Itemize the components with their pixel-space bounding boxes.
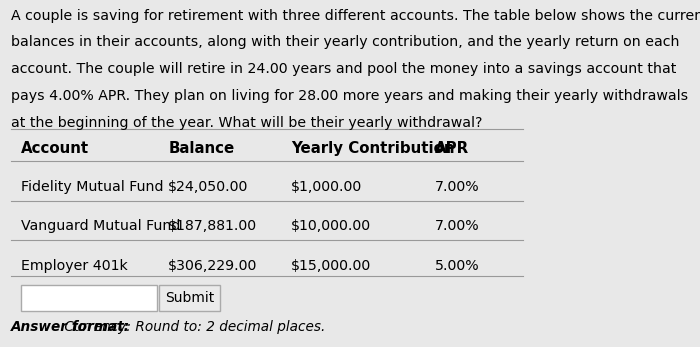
Text: pays 4.00% APR. They plan on living for 28.00 more years and making their yearly: pays 4.00% APR. They plan on living for …	[10, 89, 688, 103]
Text: Employer 401k: Employer 401k	[22, 259, 128, 272]
Text: $24,050.00: $24,050.00	[168, 180, 248, 194]
Text: Balance: Balance	[168, 141, 234, 155]
Text: $15,000.00: $15,000.00	[291, 259, 371, 272]
FancyBboxPatch shape	[159, 285, 220, 311]
Text: at the beginning of the year. What will be their yearly withdrawal?: at the beginning of the year. What will …	[10, 116, 482, 129]
Text: account. The couple will retire in 24.00 years and pool the money into a savings: account. The couple will retire in 24.00…	[10, 62, 676, 76]
Text: $1,000.00: $1,000.00	[291, 180, 362, 194]
Text: Currency: Round to: 2 decimal places.: Currency: Round to: 2 decimal places.	[60, 320, 326, 334]
Text: APR: APR	[435, 141, 469, 155]
Text: Vanguard Mutual Fund: Vanguard Mutual Fund	[22, 219, 181, 233]
Text: Answer format:: Answer format:	[10, 320, 130, 334]
Text: $10,000.00: $10,000.00	[291, 219, 371, 233]
Text: Yearly Contribution: Yearly Contribution	[291, 141, 454, 155]
Text: Account: Account	[22, 141, 90, 155]
FancyBboxPatch shape	[22, 285, 158, 311]
Text: Submit: Submit	[165, 290, 214, 305]
Text: 7.00%: 7.00%	[435, 180, 480, 194]
Text: 7.00%: 7.00%	[435, 219, 480, 233]
Text: $306,229.00: $306,229.00	[168, 259, 258, 272]
Text: $187,881.00: $187,881.00	[168, 219, 258, 233]
Text: A couple is saving for retirement with three different accounts. The table below: A couple is saving for retirement with t…	[10, 9, 700, 23]
Text: 5.00%: 5.00%	[435, 259, 480, 272]
Text: Fidelity Mutual Fund: Fidelity Mutual Fund	[22, 180, 164, 194]
Text: balances in their accounts, along with their yearly contribution, and the yearly: balances in their accounts, along with t…	[10, 35, 679, 49]
